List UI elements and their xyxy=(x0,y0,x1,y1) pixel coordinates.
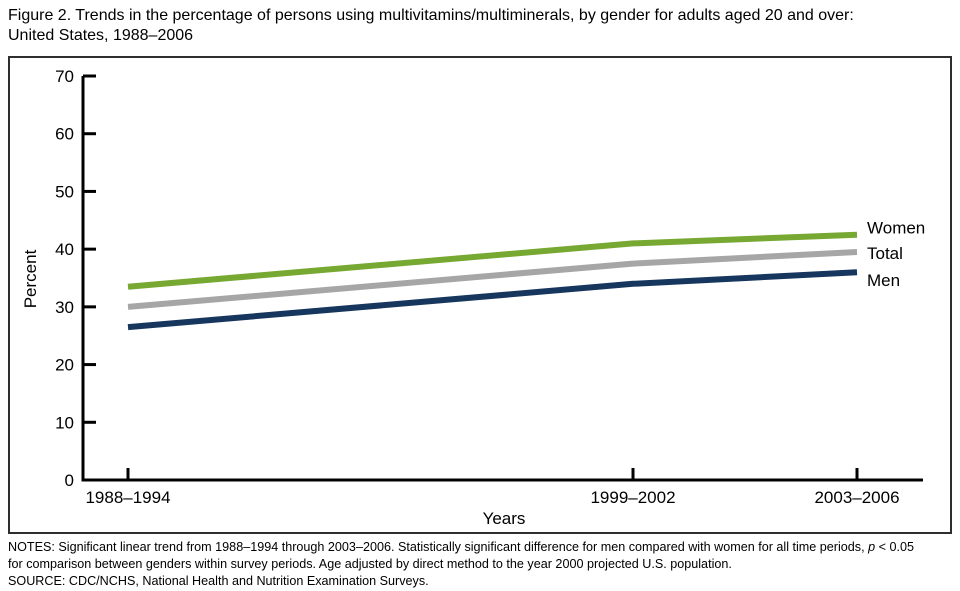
series-line-total xyxy=(127,249,858,310)
x-tick-label: 1988–1994 xyxy=(85,488,170,507)
y-tick-label: 50 xyxy=(55,182,74,201)
y-tick-label: 10 xyxy=(55,413,74,432)
y-axis-title: Percent xyxy=(21,249,40,308)
y-tick-label: 70 xyxy=(55,67,74,86)
series-line-women xyxy=(127,231,858,290)
y-tick-label: 60 xyxy=(55,125,74,144)
series-label-women: Women xyxy=(867,219,925,238)
chart-notes: NOTES: Significant linear trend from 198… xyxy=(8,539,960,590)
series-label-men: Men xyxy=(867,271,900,290)
x-tick-label: 1999–2002 xyxy=(590,488,675,507)
y-tick-label: 30 xyxy=(55,298,74,317)
y-tick-label: 40 xyxy=(55,240,74,259)
figure-title-line1: Figure 2. Trends in the percentage of pe… xyxy=(8,7,854,24)
notes-source: SOURCE: CDC/NCHS, National Health and Nu… xyxy=(8,574,429,588)
notes-line2: for comparison between genders within su… xyxy=(8,557,732,571)
figure-title-line2: United States, 1988–2006 xyxy=(8,27,194,44)
y-tick-label: 0 xyxy=(65,471,74,490)
series-label-total: Total xyxy=(867,244,903,263)
series-line-men xyxy=(127,269,858,331)
chart-frame: 0 10 20 30 40 50 60 70 1988–1994 1999–2002 2003–20… xyxy=(8,56,952,534)
x-axis-title: Years xyxy=(483,509,526,528)
x-tick-label: 2003–2006 xyxy=(814,488,899,507)
y-tick-label: 20 xyxy=(55,356,74,375)
line-chart: 0 10 20 30 40 50 60 70 1988–1994 1999–2002 2003–20… xyxy=(21,67,925,528)
figure-title: Figure 2. Trends in the percentage of pe… xyxy=(8,6,958,46)
p-value-symbol: p xyxy=(868,540,876,554)
notes-line1: NOTES: Significant linear trend from 198… xyxy=(8,540,914,554)
